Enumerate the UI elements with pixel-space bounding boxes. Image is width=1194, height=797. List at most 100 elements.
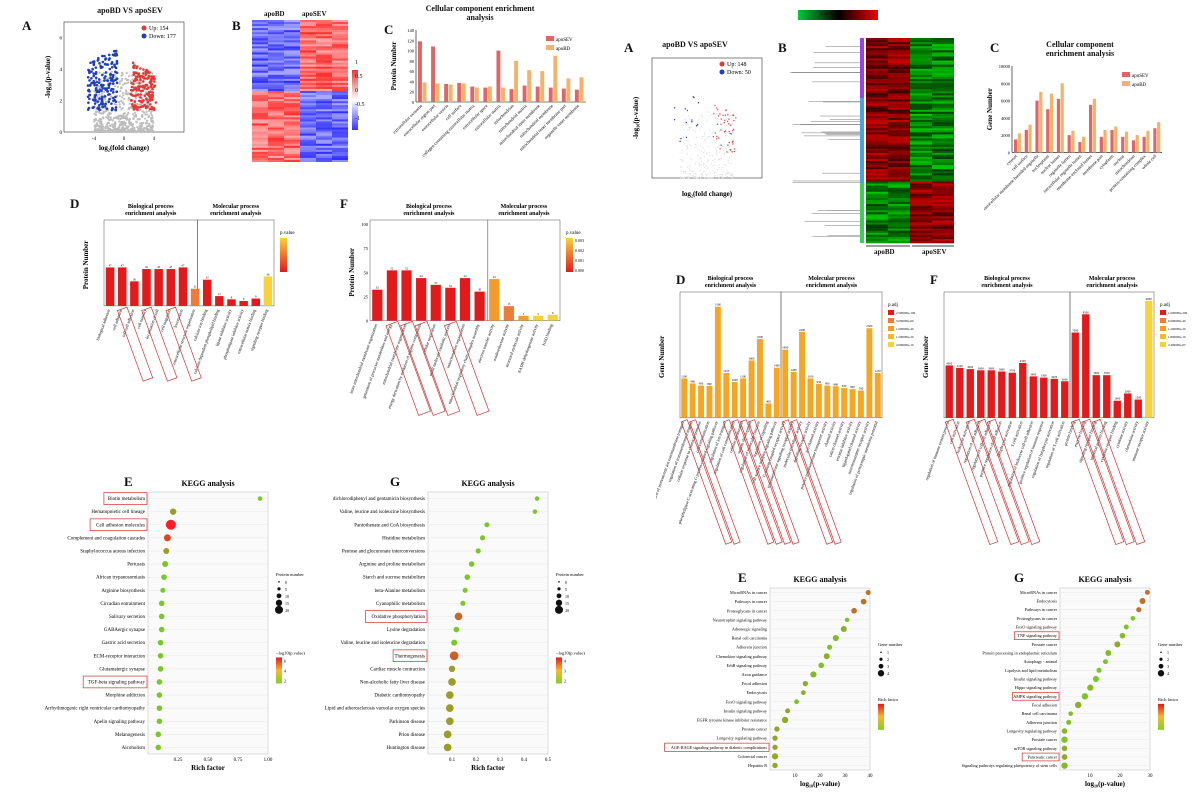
- bubble: [826, 644, 833, 650]
- volcano-point-ns: [726, 176, 728, 178]
- bar-value-label: 32: [206, 276, 210, 280]
- volcano-point-ns: [144, 113, 147, 116]
- heatmap-cell: [910, 99, 932, 102]
- heatmap-cell: [268, 80, 284, 84]
- heatmap-cell: [300, 91, 316, 94]
- heatmap-cell: [284, 133, 300, 136]
- volcano-point-down: [673, 118, 676, 121]
- x-tick-label: cell migration: [159, 308, 172, 333]
- heatmap-cell: [910, 195, 932, 199]
- y-tick-label: 6: [60, 37, 63, 42]
- heatmap-cell: [932, 146, 954, 149]
- bar: [263, 276, 273, 306]
- volcano-point-up: [735, 117, 737, 119]
- heatmap-cell: [316, 82, 332, 86]
- volcano-point-down: [90, 70, 93, 73]
- volcano-point-ns: [135, 130, 138, 133]
- volcano-point-down: [697, 102, 700, 104]
- heatmap-cell: [932, 234, 954, 238]
- heatmap-cell: [252, 127, 268, 130]
- bar-value-label: 900: [825, 382, 830, 386]
- bar-value-label: 6: [243, 297, 245, 301]
- heatmap-cell: [332, 151, 348, 155]
- section-title: Biological process: [984, 276, 1030, 282]
- pathway-label: FoxO signaling pathway: [726, 699, 768, 704]
- heatmap-cell: [932, 93, 954, 96]
- legend-label: apoBD: [1132, 83, 1147, 88]
- heatmap-cell: [316, 141, 332, 145]
- heatmap-cell: [910, 199, 932, 203]
- heatmap-cell: [866, 134, 888, 137]
- volcano-point-down: [92, 61, 96, 64]
- volcano-point-up: [148, 96, 152, 100]
- y-tick-label: 0: [60, 131, 63, 136]
- volcano-point-ns: [688, 128, 691, 131]
- heatmap-cell: [332, 84, 348, 88]
- heatmap-cell: [316, 38, 332, 41]
- heatmap-cell: [316, 119, 332, 122]
- heatmap-cell: [332, 66, 348, 69]
- volcano-point-ns: [681, 158, 683, 160]
- heatmap-cell: [284, 129, 300, 132]
- volcano-point-up: [733, 148, 736, 150]
- bar: [474, 87, 479, 102]
- heatmap-cell: [268, 103, 284, 106]
- bar: [1153, 128, 1157, 153]
- volcano-point-down: [97, 90, 101, 94]
- heatmap-cell: [866, 68, 888, 72]
- heatmap-cell: [332, 137, 348, 140]
- heatmap-cell: [932, 222, 954, 225]
- heatmap-cell: [888, 204, 910, 207]
- volcano-point-ns: [719, 176, 721, 178]
- volcano-point-up: [133, 100, 137, 103]
- bar: [1124, 131, 1129, 153]
- volcano-point-ns: [99, 124, 103, 128]
- x-tick-label: biological adhesion: [95, 308, 111, 341]
- bubble: [161, 574, 167, 580]
- heatmap-cell: [268, 115, 284, 118]
- heatmap-cells: [790, 10, 954, 247]
- heatmap-cell: [284, 113, 300, 116]
- heatmap-cell: [910, 136, 932, 139]
- volcano-point-down: [99, 102, 103, 105]
- volcano-point-ns: [98, 125, 101, 128]
- heatmap-cell: [866, 156, 888, 160]
- plot-frame: [651, 57, 763, 179]
- heatmap-cell: [268, 149, 284, 153]
- heatmap-cell: [316, 145, 332, 149]
- heatmap-cell: [888, 85, 910, 88]
- heatmap-cell: [316, 139, 332, 143]
- bar: [487, 86, 492, 102]
- legend-color-label: 4: [564, 658, 566, 663]
- bar: [190, 288, 200, 306]
- volcano-point-ns: [150, 118, 153, 122]
- heatmap-cell: [332, 38, 348, 41]
- heatmap-cell: [300, 54, 316, 57]
- legend-size-dot: [275, 599, 283, 607]
- volcano-point-down: [92, 74, 96, 78]
- heatmap-cell: [332, 32, 348, 35]
- chart-title: KEGG analysis: [793, 575, 846, 584]
- bar: [1131, 140, 1136, 153]
- bar-value-label: 4100: [957, 364, 964, 368]
- heatmap-cell: [252, 149, 268, 153]
- volcano-point-ns: [700, 177, 702, 179]
- volcano-point-ns: [125, 89, 128, 92]
- heatmap-cell: [252, 129, 268, 132]
- pathway-label: Pathways in cancer: [1025, 607, 1058, 612]
- heatmap-cell: [332, 139, 348, 143]
- bar: [166, 269, 176, 306]
- bubble: [1119, 632, 1126, 639]
- heatmap-cell: [268, 20, 284, 23]
- volcano-point-ns: [128, 97, 131, 100]
- legend-down-label: Down: 177: [149, 34, 176, 40]
- heatmap-cell: [332, 129, 348, 132]
- heatmap-cell: [268, 137, 284, 140]
- heatmap-cell: [316, 58, 332, 61]
- volcano-point-up: [133, 94, 136, 98]
- heatmap-cell: [252, 121, 268, 124]
- heatmap-cell: [316, 52, 332, 55]
- heatmap-cell: [888, 50, 910, 53]
- heatmap-cell: [332, 153, 348, 157]
